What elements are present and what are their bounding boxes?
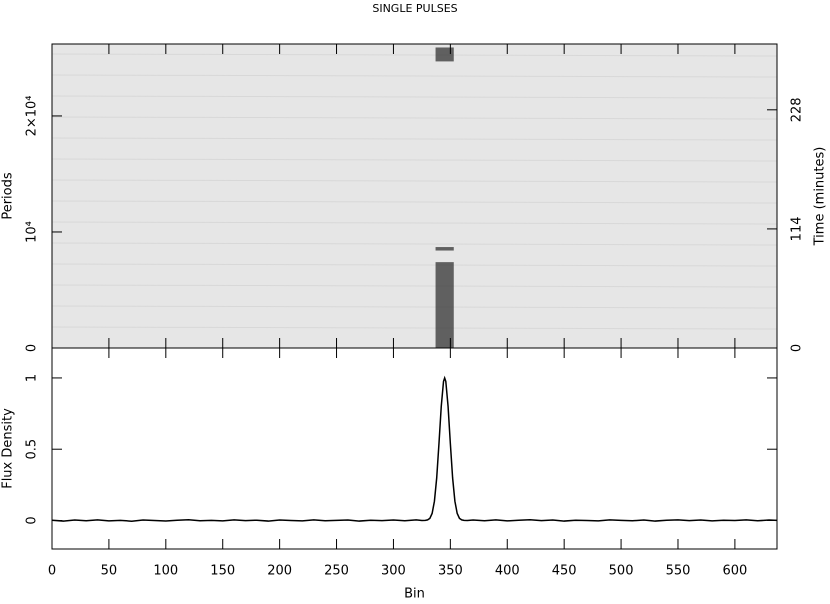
- image-streak: [51, 326, 778, 330]
- image-background: [52, 44, 777, 348]
- image-streak: [51, 74, 778, 78]
- plot-frame: [51, 347, 778, 550]
- image-streak: [51, 284, 778, 288]
- x-tick-label: 50: [101, 564, 118, 579]
- x-tick-label: 350: [438, 564, 463, 579]
- y-tick-label: 2×10⁴: [25, 95, 40, 136]
- x-tick-label: 550: [666, 564, 691, 579]
- image-streak: [51, 158, 778, 162]
- pulse-segment: [435, 247, 454, 251]
- y2-tick-label: 228: [790, 97, 805, 122]
- image-streak: [51, 305, 778, 309]
- pulse-segment: [435, 47, 454, 62]
- x-axis-label: Bin: [404, 587, 425, 602]
- x-tick-label: 400: [495, 564, 520, 579]
- x-tick-label: 300: [381, 564, 406, 579]
- y2-tick-label: 0: [790, 344, 805, 352]
- pulse-segment: [435, 262, 454, 348]
- x-tick-label: 100: [153, 564, 178, 579]
- x-tick-label: 450: [552, 564, 577, 579]
- image-streak: [51, 221, 778, 225]
- image-streak: [51, 263, 778, 267]
- image-streak: [51, 200, 778, 204]
- y-axis-label: Flux Density: [1, 408, 16, 489]
- y-tick-label: 0: [25, 516, 40, 524]
- profile-line: [51, 375, 778, 522]
- image-streak: [51, 242, 778, 246]
- image-streak: [51, 116, 778, 120]
- y-axis-label: Periods: [1, 172, 16, 220]
- y2-axis-label: Time (minutes): [813, 147, 828, 247]
- y-tick-label: 0.5: [25, 439, 40, 460]
- x-tick-label: 150: [210, 564, 235, 579]
- image-streak: [51, 95, 778, 99]
- x-tick-label: 0: [48, 564, 56, 579]
- y-tick-label: 1: [25, 374, 40, 382]
- y-tick-label: 10⁴: [25, 221, 40, 243]
- y2-tick-label: 114: [790, 216, 805, 241]
- x-tick-label: 250: [324, 564, 349, 579]
- chart-title: SINGLE PULSES: [372, 2, 457, 15]
- image-streak: [51, 137, 778, 141]
- y-tick-label: 0: [25, 344, 40, 352]
- image-streak: [51, 53, 778, 57]
- x-tick-label: 500: [609, 564, 634, 579]
- x-tick-label: 600: [722, 564, 747, 579]
- x-tick-label: 200: [267, 564, 292, 579]
- image-streak: [51, 179, 778, 183]
